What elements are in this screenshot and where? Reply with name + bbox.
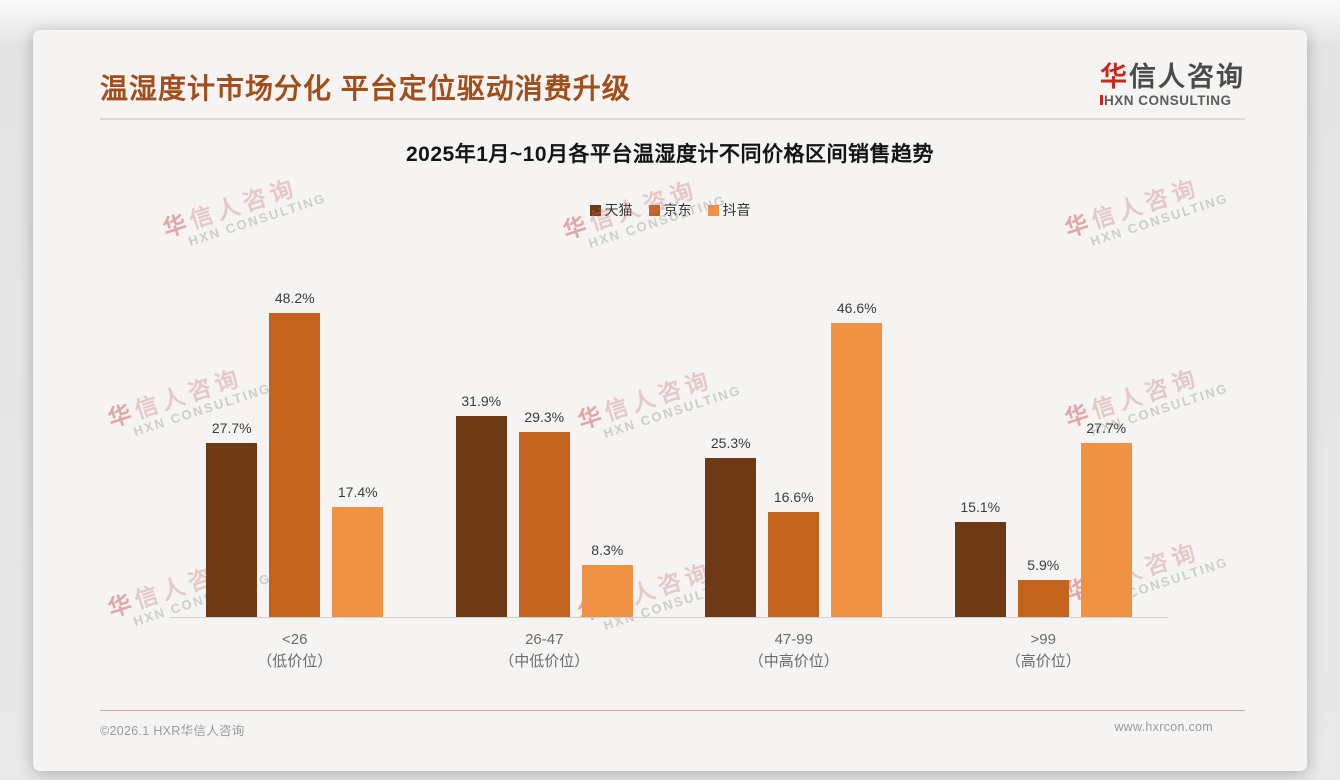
legend-label: 抖音: [722, 202, 751, 218]
brand-logo-cn-first: 华: [1100, 62, 1129, 92]
bar-京东-3: [1017, 579, 1069, 617]
chart-title: 2025年1月~10月各平台温湿度计不同价格区间销售趋势: [405, 143, 935, 166]
bar-天猫-2: [705, 457, 757, 617]
brand-logo-red-tick-icon: [1100, 95, 1103, 105]
brand-logo-en: HXN CONSULTING: [1100, 93, 1245, 108]
header: 温湿度计市场分化 平台定位驱动消费升级 华信人咨询 HXN CONSULTING: [33, 30, 1307, 120]
bar-col: 29.3%: [518, 409, 570, 617]
legend-item-1: 京东: [648, 200, 692, 220]
footer: ©2026.1 HXR华信人咨询 www.hxrcon.com: [100, 710, 1245, 739]
category-label-3: >99 （高价位）: [919, 618, 1169, 673]
footer-row: ©2026.1 HXR华信人咨询 www.hxrcon.com: [100, 711, 1245, 739]
category-range: >99: [1030, 631, 1056, 648]
category-tier: （高价位）: [1005, 652, 1081, 670]
bar-value-label: 8.3%: [591, 541, 624, 558]
bar-value-label: 25.3%: [710, 434, 751, 451]
category-axis: <26 （低价位） 26-47 （中低价位） 47-99 （中高价位） >99 （高价位）: [170, 618, 1168, 673]
legend-item-2: 抖音: [707, 200, 751, 220]
bar-value-label: 17.4%: [337, 484, 378, 501]
legend-item-0: 天猫: [589, 200, 633, 220]
bar-value-label: 15.1%: [960, 498, 1001, 515]
bar-group-3: 15.1% 5.9% 27.7%: [919, 419, 1169, 617]
bar-col: 27.7%: [1080, 419, 1132, 617]
bar-value-label: 27.7%: [211, 419, 252, 436]
legend-swatch-icon: [589, 204, 601, 216]
bar-京东-1: [518, 432, 570, 617]
bar-value-label: 27.7%: [1086, 419, 1127, 436]
bar-col: 15.1%: [954, 498, 1006, 617]
brand-logo: 华信人咨询 HXN CONSULTING: [1100, 62, 1245, 108]
copyright: ©2026.1 HXR华信人咨询: [100, 724, 245, 738]
bar-京东-0: [269, 313, 321, 617]
chart-legend: 天猫 京东 抖音: [33, 200, 1307, 220]
bar-value-label: 16.6%: [773, 489, 814, 506]
bar-group-1: 31.9% 29.3% 8.3%: [420, 393, 670, 617]
category-tier: （中低价位）: [499, 652, 590, 670]
legend-label: 京东: [663, 202, 692, 218]
category-tier: （低价位）: [257, 652, 333, 670]
category-label-2: 47-99 （中高价位）: [669, 618, 919, 673]
bar-col: 48.2%: [269, 290, 321, 617]
category-label-0: <26 （低价位）: [170, 618, 420, 673]
bar-col: 17.4%: [332, 484, 384, 617]
bar-col: 16.6%: [768, 489, 820, 617]
bar-col: 5.9%: [1017, 556, 1069, 617]
bar-chart: 27.7% 48.2% 17.4% 31.9% 29.3% 8.3% 25.3% 16.6% 4…: [170, 230, 1168, 673]
bar-value-label: 5.9%: [1027, 556, 1060, 573]
bar-col: 46.6%: [831, 300, 883, 617]
bar-天猫-1: [455, 416, 507, 617]
bar-col: 25.3%: [705, 434, 757, 617]
bar-value-label: 46.6%: [836, 300, 877, 317]
bar-col: 8.3%: [581, 541, 633, 617]
bar-抖音-2: [831, 323, 883, 617]
bar-group-0: 27.7% 48.2% 17.4%: [170, 290, 420, 617]
website: www.hxrcon.com: [1114, 720, 1213, 734]
header-divider: [100, 118, 1245, 120]
category-range: 47-99: [774, 631, 813, 648]
bar-group-2: 25.3% 16.6% 46.6%: [669, 300, 919, 617]
bar-value-label: 31.9%: [461, 393, 502, 409]
category-range: 26-47: [525, 631, 564, 648]
bar-京东-2: [768, 512, 820, 617]
legend-label: 天猫: [604, 202, 633, 218]
category-range: <26: [282, 631, 308, 648]
legend-swatch-icon: [648, 204, 660, 216]
bar-抖音-1: [581, 564, 633, 617]
slide-card: 华信人咨询 HXN CONSULTING 华信人咨询 HXN CONSULTING 华信…: [33, 30, 1307, 771]
chart-area: 2025年1月~10月各平台温湿度计不同价格区间销售趋势 天猫 京东 抖音 27.7…: [33, 138, 1307, 673]
bar-抖音-0: [332, 507, 384, 617]
bar-value-label: 29.3%: [524, 409, 565, 426]
category-tier: （中高价位）: [748, 652, 839, 670]
bars-row: 27.7% 48.2% 17.4% 31.9% 29.3% 8.3% 25.3% 16.6% 4…: [170, 230, 1168, 618]
brand-logo-en-text: HXN CONSULTING: [1104, 93, 1232, 108]
bar-value-label: 48.2%: [274, 290, 315, 307]
brand-logo-cn: 华信人咨询: [1100, 62, 1245, 92]
bar-col: 27.7%: [206, 419, 258, 617]
bar-col: 31.9%: [455, 393, 507, 617]
category-label-1: 26-47 （中低价位）: [420, 618, 670, 673]
legend-swatch-icon: [707, 204, 719, 216]
brand-logo-cn-rest: 信人咨询: [1129, 62, 1245, 92]
page-title: 温湿度计市场分化 平台定位驱动消费升级: [100, 73, 631, 104]
bar-天猫-0: [206, 442, 258, 617]
bar-抖音-3: [1080, 442, 1132, 617]
bar-天猫-3: [954, 521, 1006, 617]
